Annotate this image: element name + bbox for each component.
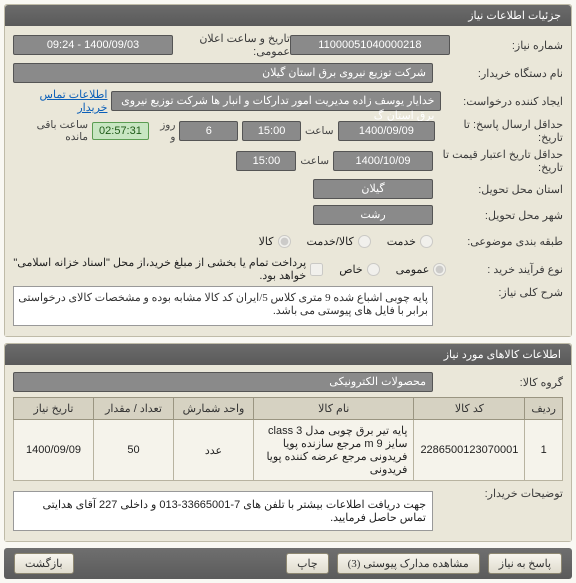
announce-value: 1400/09/03 - 09:24: [13, 35, 173, 55]
table-row: 1 2286500123070001 پایه تیر برق چوبی مدل…: [14, 420, 563, 481]
group-label: طبقه بندی موضوعی:: [467, 235, 563, 248]
process-note[interactable]: پرداخت تمام یا بخشی از مبلغ خرید،از محل …: [13, 256, 323, 282]
remaining-label: ساعت باقی مانده: [13, 119, 88, 143]
process-label: نوع فرآیند خرید :: [487, 263, 563, 276]
cell-date: 1400/09/09: [14, 420, 94, 481]
announce-label: تاریخ و ساعت اعلان عمومی:: [177, 32, 290, 58]
col-unit: واحد شمارش: [174, 398, 254, 420]
radio-special[interactable]: خاص: [339, 263, 379, 276]
need-number-label: شماره نیاز:: [512, 39, 563, 52]
price-time: 15:00: [236, 151, 296, 171]
cell-idx: 1: [525, 420, 563, 481]
need-details-header: جزئیات اطلاعات نیاز: [5, 5, 571, 26]
countdown: 02:57:31: [92, 122, 149, 140]
creator-value: خدایار یوسف زاده مدیریت امور تدارکات و ا…: [111, 91, 441, 111]
goods-header: اطلاعات کالاهای مورد نیاز: [5, 344, 571, 365]
cell-code: 2286500123070001: [414, 420, 525, 481]
city-value: رشت: [313, 205, 433, 225]
price-date: 1400/10/09: [333, 151, 433, 171]
goods-body: گروه کالا: محصولات الکترونیکی ردیف کد کا…: [5, 365, 571, 541]
back-button[interactable]: بازگشت: [14, 553, 74, 574]
goods-table: ردیف کد کالا نام کالا واحد شمارش تعداد /…: [13, 397, 563, 481]
province-value: گیلان: [313, 179, 433, 199]
reply-date: 1400/09/09: [338, 121, 436, 141]
radio-both[interactable]: کالا/خدمت: [307, 235, 371, 248]
radio-goods[interactable]: کالا: [259, 235, 291, 248]
time-label-1: ساعت: [305, 125, 334, 137]
reply-time: 15:00: [242, 121, 301, 141]
col-name: نام کالا: [254, 398, 414, 420]
radio-service[interactable]: خدمت: [387, 235, 433, 248]
price-date-label: حداقل تاریخ اعتبار قیمت تا تاریخ:: [437, 148, 563, 174]
col-code: کد کالا: [414, 398, 525, 420]
cell-qty: 50: [94, 420, 174, 481]
need-number-value: 11000051040000218: [290, 35, 450, 55]
cell-name: پایه تیر برق چوبی مدل class 3 سایز 9 m م…: [254, 420, 414, 481]
province-label: استان محل تحویل:: [478, 183, 563, 196]
attachments-button[interactable]: مشاهده مدارک پیوستی (3): [337, 553, 480, 574]
cell-unit: عدد: [174, 420, 254, 481]
footer-bar: پاسخ به نیاز مشاهده مدارک پیوستی (3) چاپ…: [4, 548, 572, 579]
desc-label: شرح کلی نیاز:: [498, 286, 563, 299]
reply-label: حداقل ارسال پاسخ: تا تاریخ:: [439, 118, 563, 144]
goods-group-label: گروه کالا:: [520, 376, 563, 389]
topic-radio-group: خدمت کالا/خدمت کالا: [259, 235, 433, 248]
radio-public[interactable]: عمومی: [396, 263, 447, 276]
days-value: 6: [179, 121, 238, 141]
need-details-body: شماره نیاز: 11000051040000218 تاریخ و سا…: [5, 26, 571, 336]
col-idx: ردیف: [525, 398, 563, 420]
goods-group-value: محصولات الکترونیکی: [13, 372, 433, 392]
desc-textarea: [13, 286, 433, 326]
creator-label: ایجاد کننده درخواست:: [463, 95, 563, 108]
buyer-note-box: جهت دریافت اطلاعات بیشتر با تلفن های 7-3…: [13, 491, 433, 531]
col-qty: تعداد / مقدار: [94, 398, 174, 420]
device-label: نام دستگاه خریدار:: [478, 67, 563, 80]
buyer-note-label: توضیحات خریدار:: [485, 487, 563, 500]
col-date: تاریخ نیاز: [14, 398, 94, 420]
print-button[interactable]: چاپ: [286, 553, 329, 574]
need-details-panel: جزئیات اطلاعات نیاز شماره نیاز: 11000051…: [4, 4, 572, 337]
time-label-2: ساعت: [300, 155, 329, 167]
device-value: شرکت توزیع نیروی برق استان گیلان: [13, 63, 433, 83]
process-radio-group: عمومی خاص پرداخت تمام یا بخشی از مبلغ خر…: [13, 256, 446, 282]
reply-button[interactable]: پاسخ به نیاز: [488, 553, 562, 574]
city-label: شهر محل تحویل:: [485, 209, 563, 222]
days-unit: روز و: [153, 119, 176, 143]
contact-link[interactable]: اطلاعات تماس خریدار: [13, 88, 107, 114]
goods-panel: اطلاعات کالاهای مورد نیاز گروه کالا: محص…: [4, 343, 572, 542]
